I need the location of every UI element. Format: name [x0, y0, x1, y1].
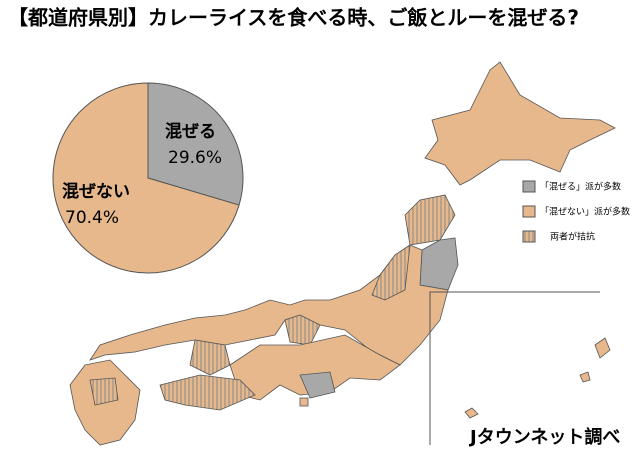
slice-label: 混ぜる	[165, 122, 216, 142]
legend-swatch	[522, 205, 536, 218]
pie-slice	[52, 82, 240, 274]
pie-slice	[147, 82, 244, 206]
slice-label: 混ぜない	[62, 182, 130, 202]
slice-value: 29.6%	[168, 148, 222, 168]
slice-value: 70.4%	[65, 208, 119, 228]
legend-label: 「混ぜる」派が多数	[540, 181, 621, 193]
source: Jタウンネット調べ	[468, 426, 620, 448]
legend-label: 両者が拮抗	[550, 231, 595, 243]
legend-label: 「混ぜない」派が多数	[540, 206, 630, 218]
legend-swatch	[522, 180, 536, 193]
chart-title: 【都道府県別】カレーライスを食べる時、ご飯とルーを混ぜる?	[8, 6, 579, 30]
map-legend: 「混ぜる」派が多数 「混ぜない」派が多数 両者が拮抗	[522, 180, 630, 243]
legend-swatch	[522, 230, 536, 243]
japan-map	[69, 61, 616, 446]
pie: 混ぜる 29.6% 混ぜない 70.4%	[52, 82, 244, 274]
